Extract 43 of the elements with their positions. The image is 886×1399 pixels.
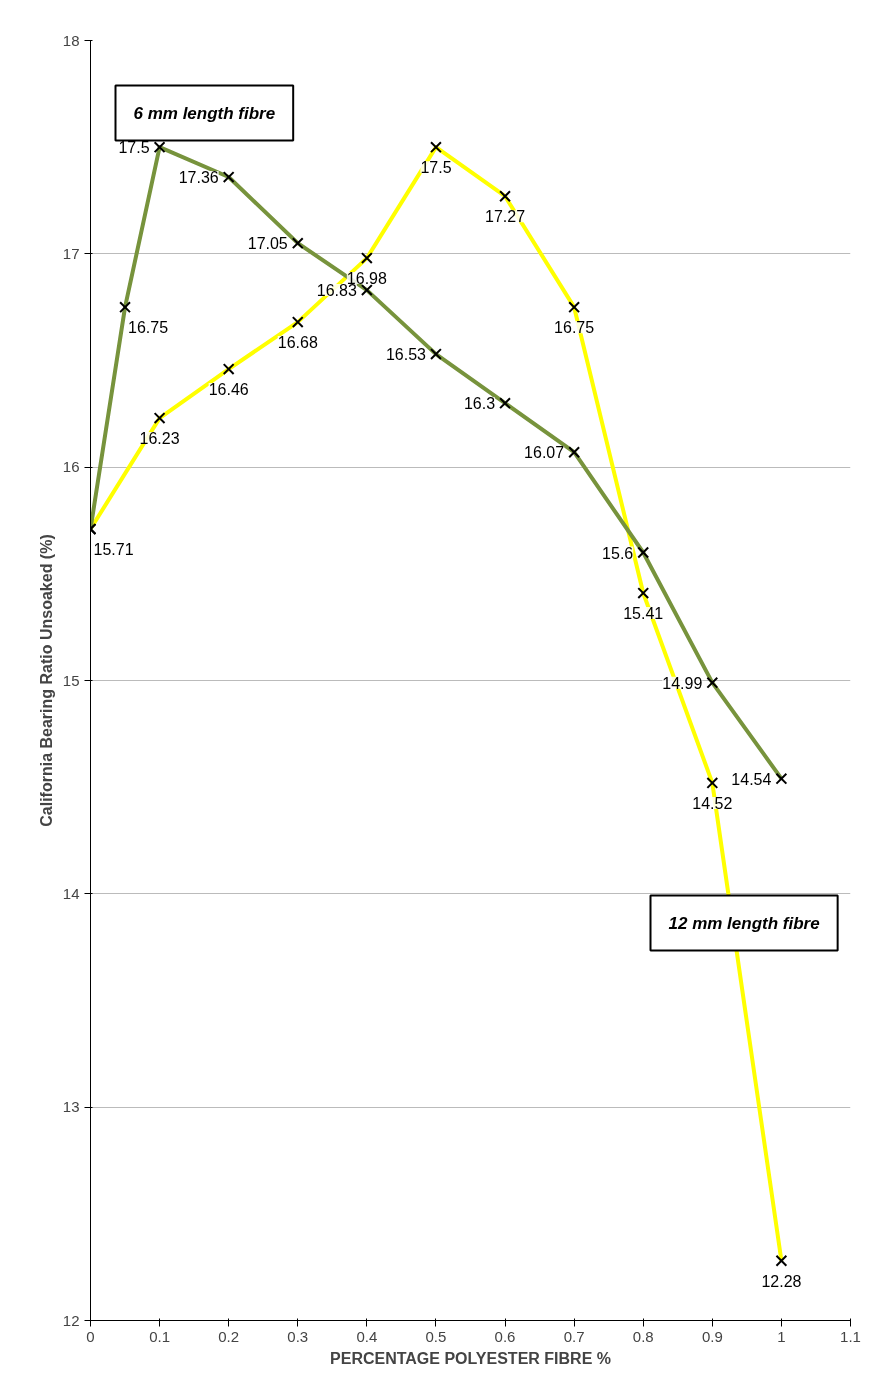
x-tick-label: 0.2 [218, 1327, 240, 1345]
x-tick-label: 1 [777, 1327, 786, 1345]
x-tick-label: 0 [86, 1327, 95, 1345]
data-label: 16.53 [385, 346, 427, 364]
y-tick-label: 12 [62, 1311, 80, 1329]
x-tick-label: 0.8 [632, 1327, 654, 1345]
x-axis-title: PERCENTAGE POLYESTER FIBRE % [330, 1349, 611, 1367]
x-tick-label: 0.3 [287, 1327, 309, 1345]
data-label: 15.71 [93, 541, 134, 559]
x-tick-label: 0.4 [356, 1327, 378, 1345]
x-tick-label: 0.9 [701, 1327, 723, 1345]
data-label: 16.75 [128, 319, 169, 337]
x-tick-label: 1.1 [840, 1327, 861, 1345]
data-label: 14.54 [731, 770, 772, 788]
y-tick-label: 15 [62, 671, 80, 689]
data-label: 17.27 [485, 208, 526, 226]
series-label: 12 mm length fibre [668, 913, 820, 933]
x-tick-label: 0.6 [494, 1327, 516, 1345]
data-label: 15.6 [602, 544, 634, 562]
series-label: 6 mm length fibre [133, 103, 276, 123]
data-label: 16.68 [277, 334, 318, 352]
data-label: 16.07 [524, 444, 565, 462]
data-label: 17.5 [420, 159, 452, 177]
data-label: 16.23 [139, 430, 180, 448]
data-label: 12.28 [761, 1272, 802, 1290]
data-label: 16.46 [208, 381, 249, 399]
x-tick-label: 0.1 [149, 1327, 171, 1345]
data-label: 16.3 [463, 395, 496, 413]
x-tick-label: 0.7 [563, 1327, 585, 1345]
y-tick-label: 14 [62, 884, 80, 902]
x-tick-label: 0.5 [425, 1327, 447, 1345]
y-axis-title: California Bearing Ratio Unsoaked (%) [37, 534, 55, 827]
data-label: 14.99 [662, 674, 703, 692]
y-tick-label: 16 [62, 458, 80, 476]
data-label: 17.05 [247, 235, 288, 253]
data-label: 14.52 [692, 794, 733, 812]
data-label: 17.5 [118, 139, 150, 157]
data-label: 17.36 [178, 169, 219, 187]
y-tick-label: 13 [62, 1098, 80, 1116]
y-tick-label: 18 [62, 31, 80, 49]
data-label: 16.75 [554, 319, 595, 337]
data-label: 15.41 [623, 605, 664, 623]
y-tick-label: 17 [62, 244, 80, 262]
